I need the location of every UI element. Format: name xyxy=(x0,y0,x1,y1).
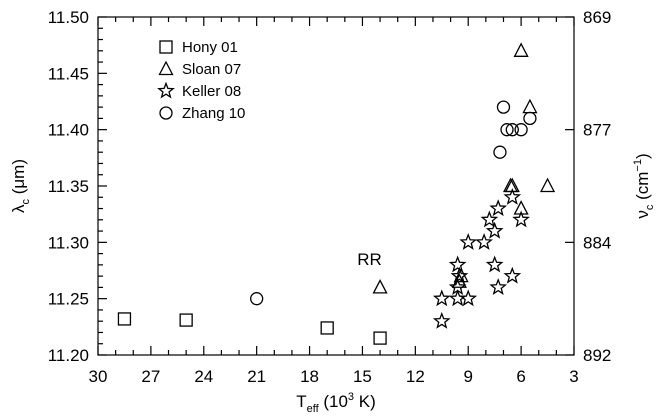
y-tick-label: 11.20 xyxy=(48,346,89,365)
star-point xyxy=(459,289,478,307)
star-point xyxy=(485,255,504,273)
circle-point xyxy=(496,100,511,114)
star-point xyxy=(489,199,508,217)
star-point xyxy=(512,210,530,228)
star-point xyxy=(489,278,508,295)
legend-square-icon xyxy=(159,40,173,54)
star-point xyxy=(503,266,522,284)
star-point xyxy=(459,233,478,250)
y-axis-title: λc (μm) xyxy=(9,159,32,213)
x-tick-label: 3 xyxy=(569,367,578,386)
circle-point xyxy=(493,145,507,159)
star-point xyxy=(448,255,467,273)
x-tick-label: 9 xyxy=(463,367,472,386)
legend-star-icon xyxy=(157,81,175,99)
y-tick-label: 11.35 xyxy=(48,177,89,196)
star-point xyxy=(432,311,451,329)
triangle-point xyxy=(513,42,529,57)
square-point xyxy=(373,331,387,345)
x-tick-label: 15 xyxy=(353,367,372,386)
y-tick-label: 11.25 xyxy=(48,290,89,309)
annotation-label: RR xyxy=(357,250,382,269)
x-tick-label: 24 xyxy=(194,367,213,386)
x-tick-label: 27 xyxy=(141,367,160,386)
y-tick-label: 11.45 xyxy=(48,64,89,83)
star-point xyxy=(475,233,493,250)
x-tick-label: 18 xyxy=(300,367,319,386)
circle-point xyxy=(505,123,519,137)
y-tick-label: 11.40 xyxy=(48,121,89,140)
y2-axis-title: νc (cm−1) xyxy=(632,153,656,218)
circle-point xyxy=(523,111,537,126)
triangle-point xyxy=(372,278,388,294)
triangle-point xyxy=(502,177,519,193)
y2-tick-label: 884 xyxy=(583,233,611,252)
legend-label: Keller 08 xyxy=(182,83,241,100)
y2-tick-label: 892 xyxy=(583,346,611,365)
circle-point xyxy=(500,123,514,137)
y2-tick-label: 877 xyxy=(583,121,611,140)
circle-point xyxy=(514,123,528,137)
square-point xyxy=(320,321,334,335)
y-tick-label: 11.50 xyxy=(48,8,89,27)
square-point xyxy=(179,313,193,327)
star-point xyxy=(503,187,522,205)
legend-label: Zhang 10 xyxy=(182,105,245,122)
square-point xyxy=(117,312,132,326)
star-point xyxy=(480,210,499,228)
triangle-point xyxy=(522,98,538,114)
x-tick-label: 6 xyxy=(516,367,525,386)
legend-label: Hony 01 xyxy=(182,39,238,56)
x-axis-title: Teff (103 K) xyxy=(296,391,376,415)
star-point xyxy=(485,221,504,239)
triangle-point xyxy=(539,177,556,193)
legend-circle-icon xyxy=(159,106,173,120)
x-tick-label: 21 xyxy=(247,367,266,386)
x-tick-label: 12 xyxy=(406,367,425,386)
y-tick-label: 11.30 xyxy=(48,233,89,252)
y2-tick-label: 869 xyxy=(583,8,611,27)
legend-label: Sloan 07 xyxy=(182,61,241,78)
legend-triangle-icon xyxy=(158,60,174,76)
x-tick-label: 30 xyxy=(89,367,108,386)
star-point xyxy=(450,266,469,284)
star-point xyxy=(432,289,451,307)
circle-point xyxy=(250,292,264,306)
